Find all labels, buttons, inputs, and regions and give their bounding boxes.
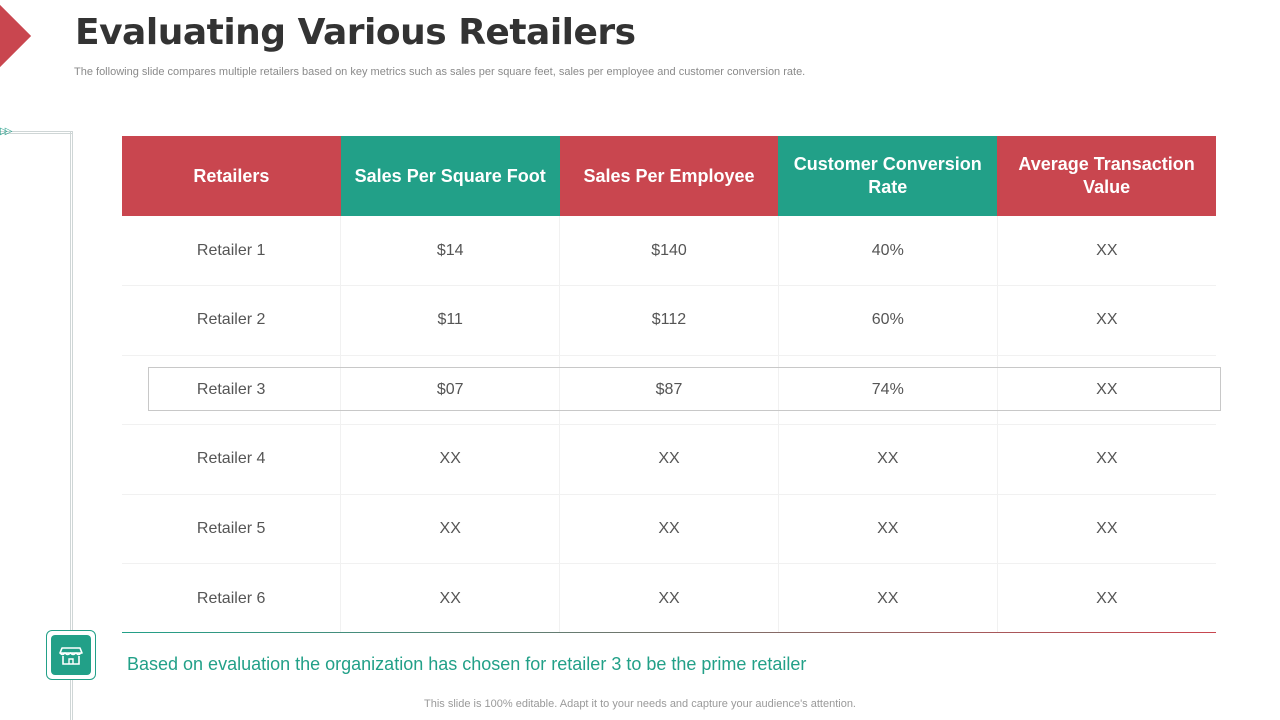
cell-sales-per-employee: XX [559, 494, 779, 564]
cell-sales-per-square-foot: XX [340, 563, 561, 633]
header-customer-conversion-rate: Customer Conversion Rate [778, 136, 998, 216]
cell-average-transaction-value: XX [997, 285, 1216, 356]
table-header-row: Retailers Sales Per Square Foot Sales Pe… [122, 136, 1216, 216]
header-sales-per-square-foot: Sales Per Square Foot [340, 136, 560, 216]
cell-sales-per-square-foot: XX [340, 494, 561, 564]
cell-sales-per-square-foot: $11 [340, 285, 561, 356]
cell-sales-per-square-foot: $14 [340, 216, 561, 286]
table-row-highlighted: Retailer 3 $07 $87 74% XX [122, 355, 1216, 425]
retailer-comparison-table: Retailers Sales Per Square Foot Sales Pe… [122, 136, 1216, 633]
header-sales-per-employee: Sales Per Employee [559, 136, 779, 216]
cell-sales-per-employee: $140 [559, 216, 779, 286]
cell-average-transaction-value: XX [997, 216, 1216, 286]
footer-note: This slide is 100% editable. Adapt it to… [424, 698, 856, 710]
table-row: Retailer 5 XX XX XX XX [122, 494, 1216, 564]
page-subtitle: The following slide compares multiple re… [74, 66, 806, 78]
cell-average-transaction-value: XX [1096, 589, 1118, 607]
store-icon [59, 647, 83, 665]
cell-retailer: Retailer 1 [122, 216, 342, 286]
cell-conversion-rate: 40% [778, 216, 998, 286]
connector-vertical [70, 131, 73, 720]
table-row: Retailer 2 $11 $112 60% XX [122, 285, 1216, 356]
header-average-transaction-value: Average Transaction Value [997, 136, 1216, 216]
conclusion-text: Based on evaluation the organization has… [127, 654, 807, 674]
cell-average-transaction-value: XX [997, 355, 1216, 425]
cell-conversion-rate: XX [778, 563, 998, 633]
cell-conversion-rate: 60% [778, 285, 998, 356]
connector-horizontal [0, 131, 72, 134]
bottom-divider [122, 632, 1216, 633]
page-title: Evaluating Various Retailers [75, 12, 636, 53]
cell-conversion-rate: XX [778, 424, 998, 495]
corner-arrow-decoration [0, 4, 32, 68]
table-row: Retailer 1 $14 $140 40% XX [122, 216, 1216, 286]
table-row: Retailer 6 XX XX XX XX [122, 563, 1216, 633]
cell-sales-per-employee: XX [559, 563, 779, 633]
cell-retailer: Retailer 2 [122, 285, 342, 356]
table-row: Retailer 4 XX XX XX XX [122, 424, 1216, 495]
cell-retailer: Retailer 5 [122, 494, 342, 564]
cell-conversion-rate: XX [778, 494, 998, 564]
highlight-outline [148, 367, 1221, 411]
cell-retailer: Retailer 3 [122, 355, 342, 425]
cell-sales-per-employee: $112 [559, 285, 779, 356]
cell-retailer: Retailer 6 [122, 563, 342, 633]
cell-sales-per-employee: $87 [559, 355, 779, 425]
cell-conversion-rate: 74% [778, 355, 998, 425]
cell-sales-per-employee: XX [559, 424, 779, 495]
cell-sales-per-square-foot: XX [340, 424, 561, 495]
header-retailers: Retailers [122, 136, 341, 216]
cell-retailer: Retailer 4 [122, 424, 342, 495]
cell-sales-per-square-foot: $07 [340, 355, 561, 425]
store-badge [46, 630, 96, 680]
cell-average-transaction-value: XX [997, 424, 1216, 495]
double-play-icon: ▷▷ [0, 126, 13, 137]
cell-average-transaction-value: XX [997, 494, 1216, 564]
